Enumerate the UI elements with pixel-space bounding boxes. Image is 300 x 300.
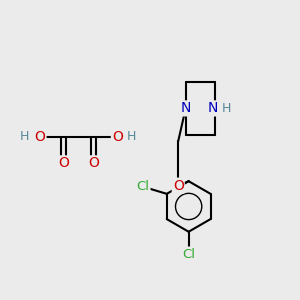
Text: H: H (127, 130, 136, 143)
Text: O: O (112, 130, 123, 144)
Text: O: O (34, 130, 46, 144)
Text: O: O (173, 179, 184, 193)
Text: N: N (207, 101, 218, 116)
Text: O: O (88, 156, 99, 170)
Text: H: H (20, 130, 29, 143)
Text: Cl: Cl (182, 248, 195, 260)
Text: O: O (58, 156, 69, 170)
Text: H: H (222, 102, 231, 115)
Text: Cl: Cl (136, 180, 149, 193)
Text: N: N (181, 101, 191, 116)
